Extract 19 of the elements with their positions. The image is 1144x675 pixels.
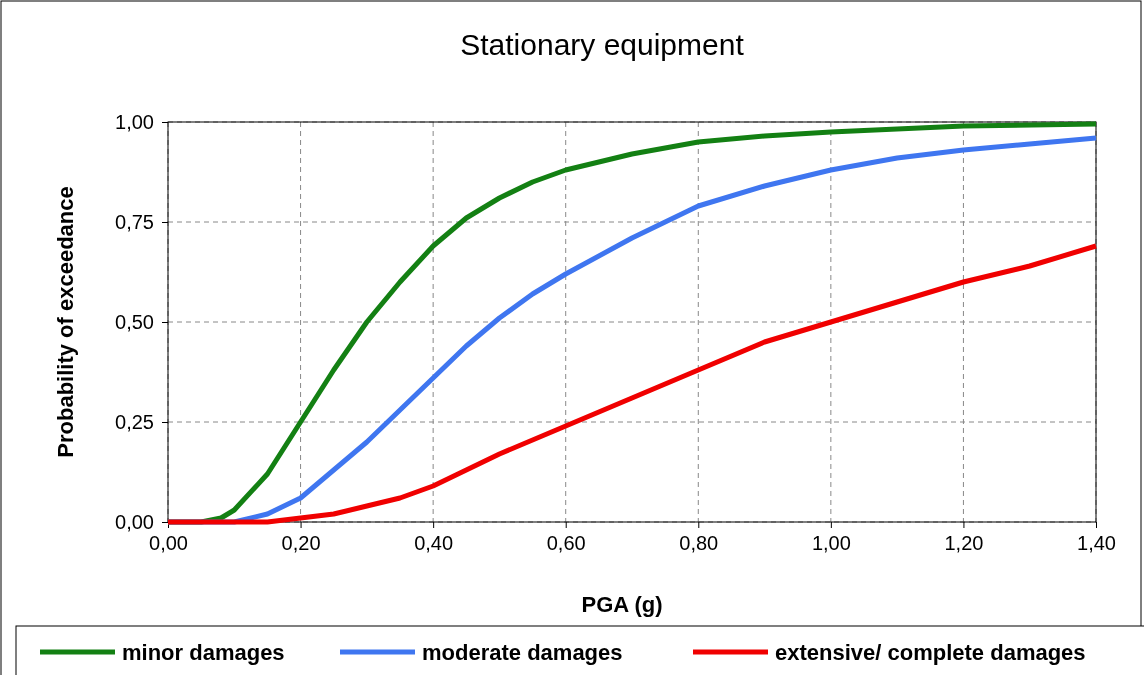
y-tick-label: 0,25: [115, 410, 154, 433]
y-tick-label: 0,50: [115, 310, 154, 333]
legend-label: moderate damages: [422, 640, 623, 665]
x-tick-label: 1,00: [811, 532, 851, 555]
x-axis-title: PGA (g): [581, 592, 663, 617]
y-tick-label: 0,00: [115, 510, 154, 533]
y-tick-label: 1,00: [115, 110, 154, 133]
x-tick-label: 0,60: [546, 532, 586, 555]
legend-label: minor damages: [122, 640, 285, 665]
chart-title: Stationary equipment: [460, 28, 745, 61]
x-tick-label: 0,80: [679, 532, 719, 555]
x-tick-label: 0,40: [414, 532, 454, 555]
x-tick-label: 0,20: [281, 532, 321, 555]
x-tick-label: 0,00: [149, 532, 188, 555]
legend-label: extensive/ complete damages: [775, 640, 1086, 665]
y-axis-title: Probability of exceedance: [53, 186, 78, 458]
y-tick-label: 0,75: [115, 210, 154, 233]
x-tick-label: 1,20: [944, 532, 984, 555]
x-tick-label: 1,40: [1077, 532, 1116, 555]
